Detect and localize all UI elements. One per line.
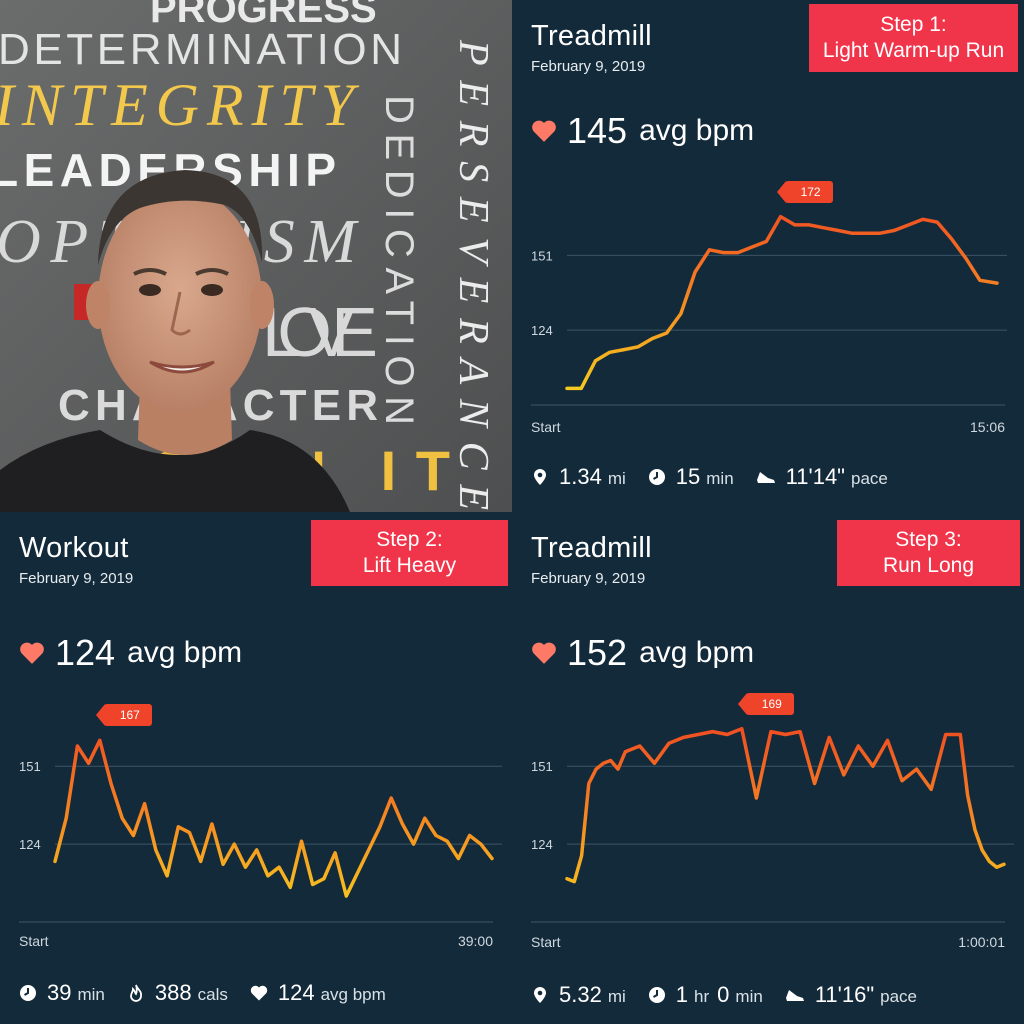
x-axis-end: 39:00: [457, 933, 493, 949]
y-tick-label: 124: [19, 837, 41, 852]
y-tick-label: 151: [19, 759, 41, 774]
heart-outline-icon: [250, 985, 268, 1001]
heart-rate-chart: 151 124: [531, 726, 1014, 923]
step-badge-line-2: Run Long: [882, 554, 975, 577]
heart-rate-line: [565, 214, 999, 391]
selfie-photo: PROGRESS DETERMINATION INTEGRITY LEADERS…: [0, 0, 512, 512]
calories-stat: 388 cals: [127, 980, 228, 1006]
panel-date: February 9, 2019: [531, 570, 646, 587]
panel-treadmill-long: Treadmill February 9, 2019 Step 3: Run L…: [512, 512, 1024, 1024]
calories-unit: cals: [197, 985, 228, 1004]
avg-bpm-unit: avg bpm: [639, 636, 755, 669]
clock-icon: [648, 987, 665, 1003]
panel-date: February 9, 2019: [531, 58, 646, 75]
shoe-icon: [756, 472, 775, 483]
avg-bpm: 145 avg bpm: [531, 110, 754, 152]
y-tick-label: 124: [531, 837, 553, 852]
avg-bpm-value: 124: [55, 632, 116, 673]
x-axis-end: 1:00:01: [958, 934, 1005, 950]
panel-title: Workout: [19, 532, 129, 564]
stats-row: 1.34 mi 15 min 11'14" pace: [531, 464, 910, 490]
avg-bpm: 124 avg bpm: [19, 632, 242, 674]
heart-rate-line: [53, 738, 494, 898]
step-badge: Step 3: Run Long: [837, 520, 1020, 586]
duration-minutes-value: 0: [717, 982, 730, 1007]
duration-stat: 39 min: [19, 980, 105, 1006]
panel-workout: Workout February 9, 2019 Step 2: Lift He…: [0, 512, 512, 1024]
duration-value: 15: [675, 464, 701, 489]
heart-icon: [532, 642, 556, 664]
pace-stat: 11'16" pace: [785, 982, 917, 1008]
duration-stat: 1 hr 0 min: [648, 982, 763, 1008]
duration-unit: min: [706, 469, 734, 488]
pace-stat: 11'14" pace: [756, 464, 888, 490]
clock-icon: [20, 985, 36, 1001]
heart-icon: [20, 642, 44, 664]
step-badge-line-1: Step 1:: [880, 13, 947, 36]
step-badge: Step 2: Lift Heavy: [311, 520, 508, 586]
step-badge-line-2: Lift Heavy: [362, 554, 457, 577]
duration-hours-unit: hr: [694, 987, 710, 1006]
heart-rate-value: 124: [277, 980, 315, 1005]
x-axis-start: Start: [531, 934, 561, 950]
step-badge: Step 1: Light Warm-up Run: [809, 4, 1018, 72]
duration-unit: min: [77, 985, 105, 1004]
distance-stat: 5.32 mi: [531, 982, 626, 1008]
heart-rate-stat: 124 avg bpm: [250, 980, 386, 1006]
avg-bpm-unit: avg bpm: [127, 636, 243, 669]
heart-rate-line: [565, 726, 1006, 884]
avg-bpm-unit: avg bpm: [639, 114, 755, 147]
location-pin-icon: [534, 987, 546, 1003]
peak-bpm-marker: 172: [776, 180, 833, 203]
distance-stat: 1.34 mi: [531, 464, 626, 490]
avg-bpm-value: 152: [567, 632, 628, 673]
y-tick-label: 151: [531, 248, 553, 263]
pace-value: 11'14": [785, 464, 845, 489]
duration-minutes-unit: min: [735, 987, 763, 1006]
duration-value: 39: [47, 980, 72, 1005]
heart-rate-unit: avg bpm: [320, 985, 386, 1004]
wall-word-progress: PROGRESS: [150, 0, 377, 31]
y-tick-label: 124: [531, 323, 553, 338]
selfie-image: PROGRESS DETERMINATION INTEGRITY LEADERS…: [0, 0, 512, 512]
avg-bpm-value: 145: [567, 110, 628, 151]
heart-rate-chart: 151 124: [19, 738, 502, 923]
panel-date: February 9, 2019: [19, 570, 134, 587]
duration-hours-value: 1: [675, 982, 689, 1007]
pace-value: 11'16": [814, 982, 875, 1007]
pace-unit: pace: [851, 469, 888, 488]
distance-value: 5.32: [559, 982, 602, 1007]
panel-treadmill-warmup: Treadmill February 9, 2019 Step 1: Light…: [512, 0, 1024, 512]
distance-unit: mi: [607, 469, 626, 488]
calories-value: 388: [154, 980, 192, 1005]
stats-row: 39 min 388 cals 124 avg bpm: [19, 980, 408, 1006]
x-axis-start: Start: [19, 933, 49, 949]
duration-stat: 15 min: [648, 464, 734, 490]
peak-bpm-marker: 169: [737, 692, 794, 715]
wall-word-determination: DETERMINATION: [0, 25, 402, 74]
heart-icon: [532, 120, 556, 142]
step-badge-line-1: Step 2:: [376, 528, 443, 551]
distance-unit: mi: [607, 987, 626, 1006]
wall-word-integrity: INTEGRITY: [0, 72, 360, 138]
wall-word-love: LOVE: [262, 293, 378, 371]
shoe-icon: [785, 990, 804, 1001]
heart-rate-chart: 151 124: [531, 214, 1007, 406]
panel-title: Treadmill: [531, 20, 652, 52]
pace-unit: pace: [880, 987, 918, 1006]
step-badge-line-2: Light Warm-up Run: [822, 39, 1005, 62]
panel-title: Treadmill: [531, 532, 652, 564]
clock-icon: [648, 469, 665, 485]
distance-value: 1.34: [559, 464, 602, 489]
stats-row: 5.32 mi 1 hr 0 min 11'16" pace: [531, 982, 939, 1008]
location-pin-icon: [534, 469, 546, 485]
step-badge-line-1: Step 3:: [895, 528, 962, 551]
x-axis-end: 15:06: [969, 419, 1005, 435]
x-axis-start: Start: [531, 419, 561, 435]
y-tick-label: 151: [531, 759, 553, 774]
peak-bpm-marker: 167: [95, 704, 152, 727]
flame-icon: [129, 984, 142, 1002]
avg-bpm: 152 avg bpm: [531, 632, 754, 674]
